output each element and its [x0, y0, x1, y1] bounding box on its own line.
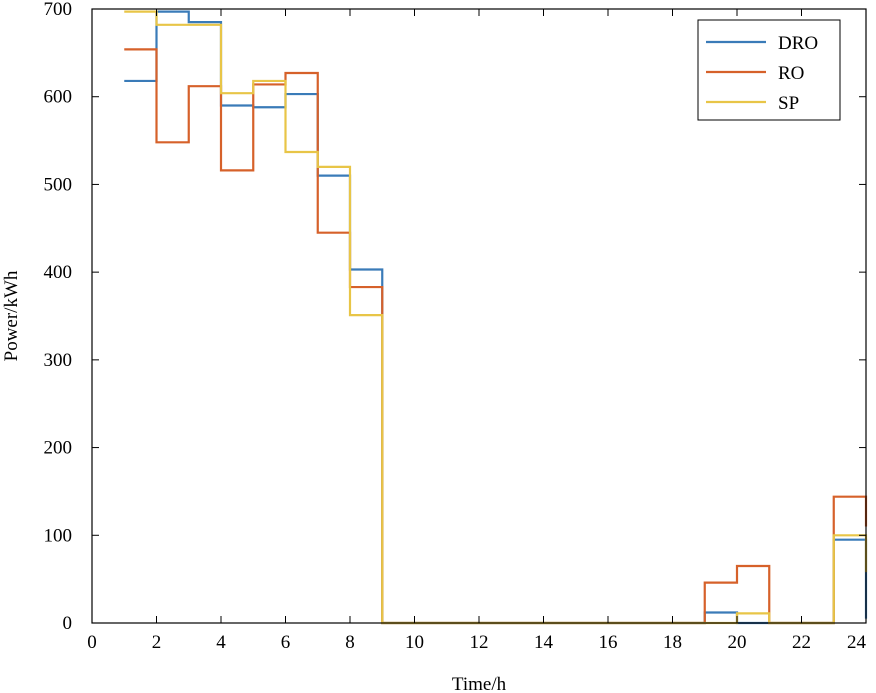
y-axis-label: Power/kWh	[1, 270, 22, 361]
x-tick-label: 20	[728, 632, 747, 653]
x-tick-label: 22	[792, 632, 811, 653]
y-tick-label: 200	[44, 438, 73, 459]
y-tick-label: 100	[44, 525, 73, 546]
x-tick-label: 8	[345, 632, 355, 653]
legend-label-dro: DRO	[778, 33, 818, 54]
x-tick-label: 10	[405, 632, 424, 653]
y-tick-label: 700	[44, 0, 73, 20]
x-tick-label: 4	[216, 632, 226, 653]
ticks-layer: 0 2 4 6 8 10 12 14 16 18 20 22 240100200300400500600…	[44, 0, 867, 653]
x-tick-label: 6	[281, 632, 291, 653]
legend-box	[697, 19, 841, 121]
legend: DRO RO SP	[697, 19, 841, 121]
x-tick-label: 2	[152, 632, 162, 653]
x-tick-label: 18	[663, 632, 682, 653]
y-tick-label: 0	[63, 613, 73, 634]
series-line-ro	[124, 48, 868, 625]
x-tick-label: 16	[599, 632, 618, 653]
y-tick-label: 300	[44, 350, 73, 371]
x-tick-label: 0	[87, 632, 97, 653]
y-tick-label: 400	[44, 262, 73, 283]
legend-label-ro: RO	[778, 63, 804, 84]
x-tick-label: 24	[847, 632, 867, 653]
x-axis-label: Time/h	[452, 674, 507, 693]
y-tick-label: 600	[44, 87, 73, 108]
x-tick-label: 14	[534, 632, 554, 653]
y-tick-label: 500	[44, 174, 73, 195]
legend-label-sp: SP	[778, 93, 799, 114]
x-tick-label: 12	[470, 632, 489, 653]
